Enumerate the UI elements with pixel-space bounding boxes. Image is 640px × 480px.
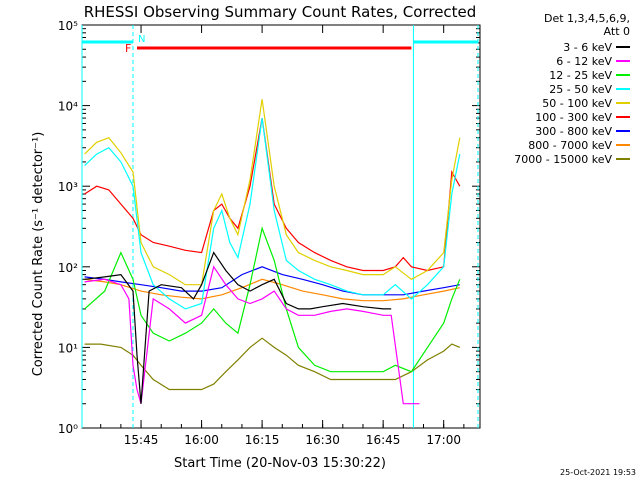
legend-swatch [616, 74, 630, 76]
x-tick-label: 16:30 [305, 433, 340, 447]
footer-timestamp: 25-Oct-2021 19:53 [560, 468, 636, 477]
legend-swatch [616, 130, 630, 132]
legend-swatch [616, 116, 630, 118]
legend-item: 3 - 6 keV [563, 40, 630, 54]
legend-item: 25 - 50 keV [549, 82, 630, 96]
flare-flag-label: F [125, 42, 131, 55]
series-line-3 [84, 118, 461, 310]
legend-header-line: Att 0 [603, 25, 630, 38]
series-line-7 [84, 278, 460, 302]
x-tick-label: 16:15 [245, 433, 280, 447]
series-line-4 [84, 99, 461, 286]
legend-swatch [616, 88, 630, 90]
series-line-8 [84, 337, 461, 391]
legend-label: 100 - 300 keV [535, 110, 612, 124]
y-tick-label: 10² [58, 261, 78, 275]
y-tick-label: 10³ [58, 180, 78, 194]
plot-frame [81, 24, 481, 429]
legend-label: 3 - 6 keV [563, 40, 612, 54]
legend-item: 100 - 300 keV [535, 110, 630, 124]
x-axis-label: Start Time (20-Nov-03 15:30:22) [174, 456, 386, 471]
legend-header-line: Det 1,3,4,5,6,9, [543, 12, 630, 25]
legend-label: 7000 - 15000 keV [514, 152, 612, 166]
legend-swatch [616, 102, 630, 104]
legend-item: 12 - 25 keV [549, 68, 630, 82]
legend-item: 300 - 800 keV [535, 124, 630, 138]
y-tick-label: 10⁵ [58, 19, 78, 33]
legend-label: 800 - 7000 keV [528, 138, 612, 152]
x-tick-label: 16:00 [184, 433, 219, 447]
legend-item: 7000 - 15000 keV [514, 152, 630, 166]
x-tick-label: 16:45 [366, 433, 401, 447]
legend-swatch [616, 60, 630, 62]
y-tick-label: 10⁴ [58, 100, 78, 114]
legend-swatch [616, 46, 630, 48]
legend-item: 6 - 12 keV [556, 54, 630, 68]
legend-label: 12 - 25 keV [549, 68, 612, 82]
series-line-6 [84, 266, 460, 296]
legend-label: 50 - 100 keV [542, 96, 612, 110]
chart-title: RHESSI Observing Summary Count Rates, Co… [84, 3, 477, 21]
x-tick-label: 17:00 [426, 433, 461, 447]
series-line-0 [84, 251, 392, 404]
y-axis-label: Corrected Count Rate (s⁻¹ detector⁻¹) [31, 132, 46, 377]
y-tick-label: 10¹ [58, 341, 78, 355]
legend-item: 50 - 100 keV [542, 96, 630, 110]
legend-item: 800 - 7000 keV [528, 138, 630, 152]
night-flag-label: N [138, 34, 145, 45]
legend-label: 300 - 800 keV [535, 124, 612, 138]
legend-label: 6 - 12 keV [556, 54, 612, 68]
x-tick-label: 15:45 [124, 433, 159, 447]
series-line-1 [84, 265, 420, 405]
legend-swatch [616, 144, 630, 146]
legend-label: 25 - 50 keV [549, 82, 612, 96]
y-tick-label: 10⁰ [58, 422, 78, 436]
legend-swatch [616, 158, 630, 160]
plot-area: 10⁰ 10¹ 10² 10³ 10⁴ 10⁵ 15:45 16:00 16:15 16:30 16… [58, 19, 481, 447]
